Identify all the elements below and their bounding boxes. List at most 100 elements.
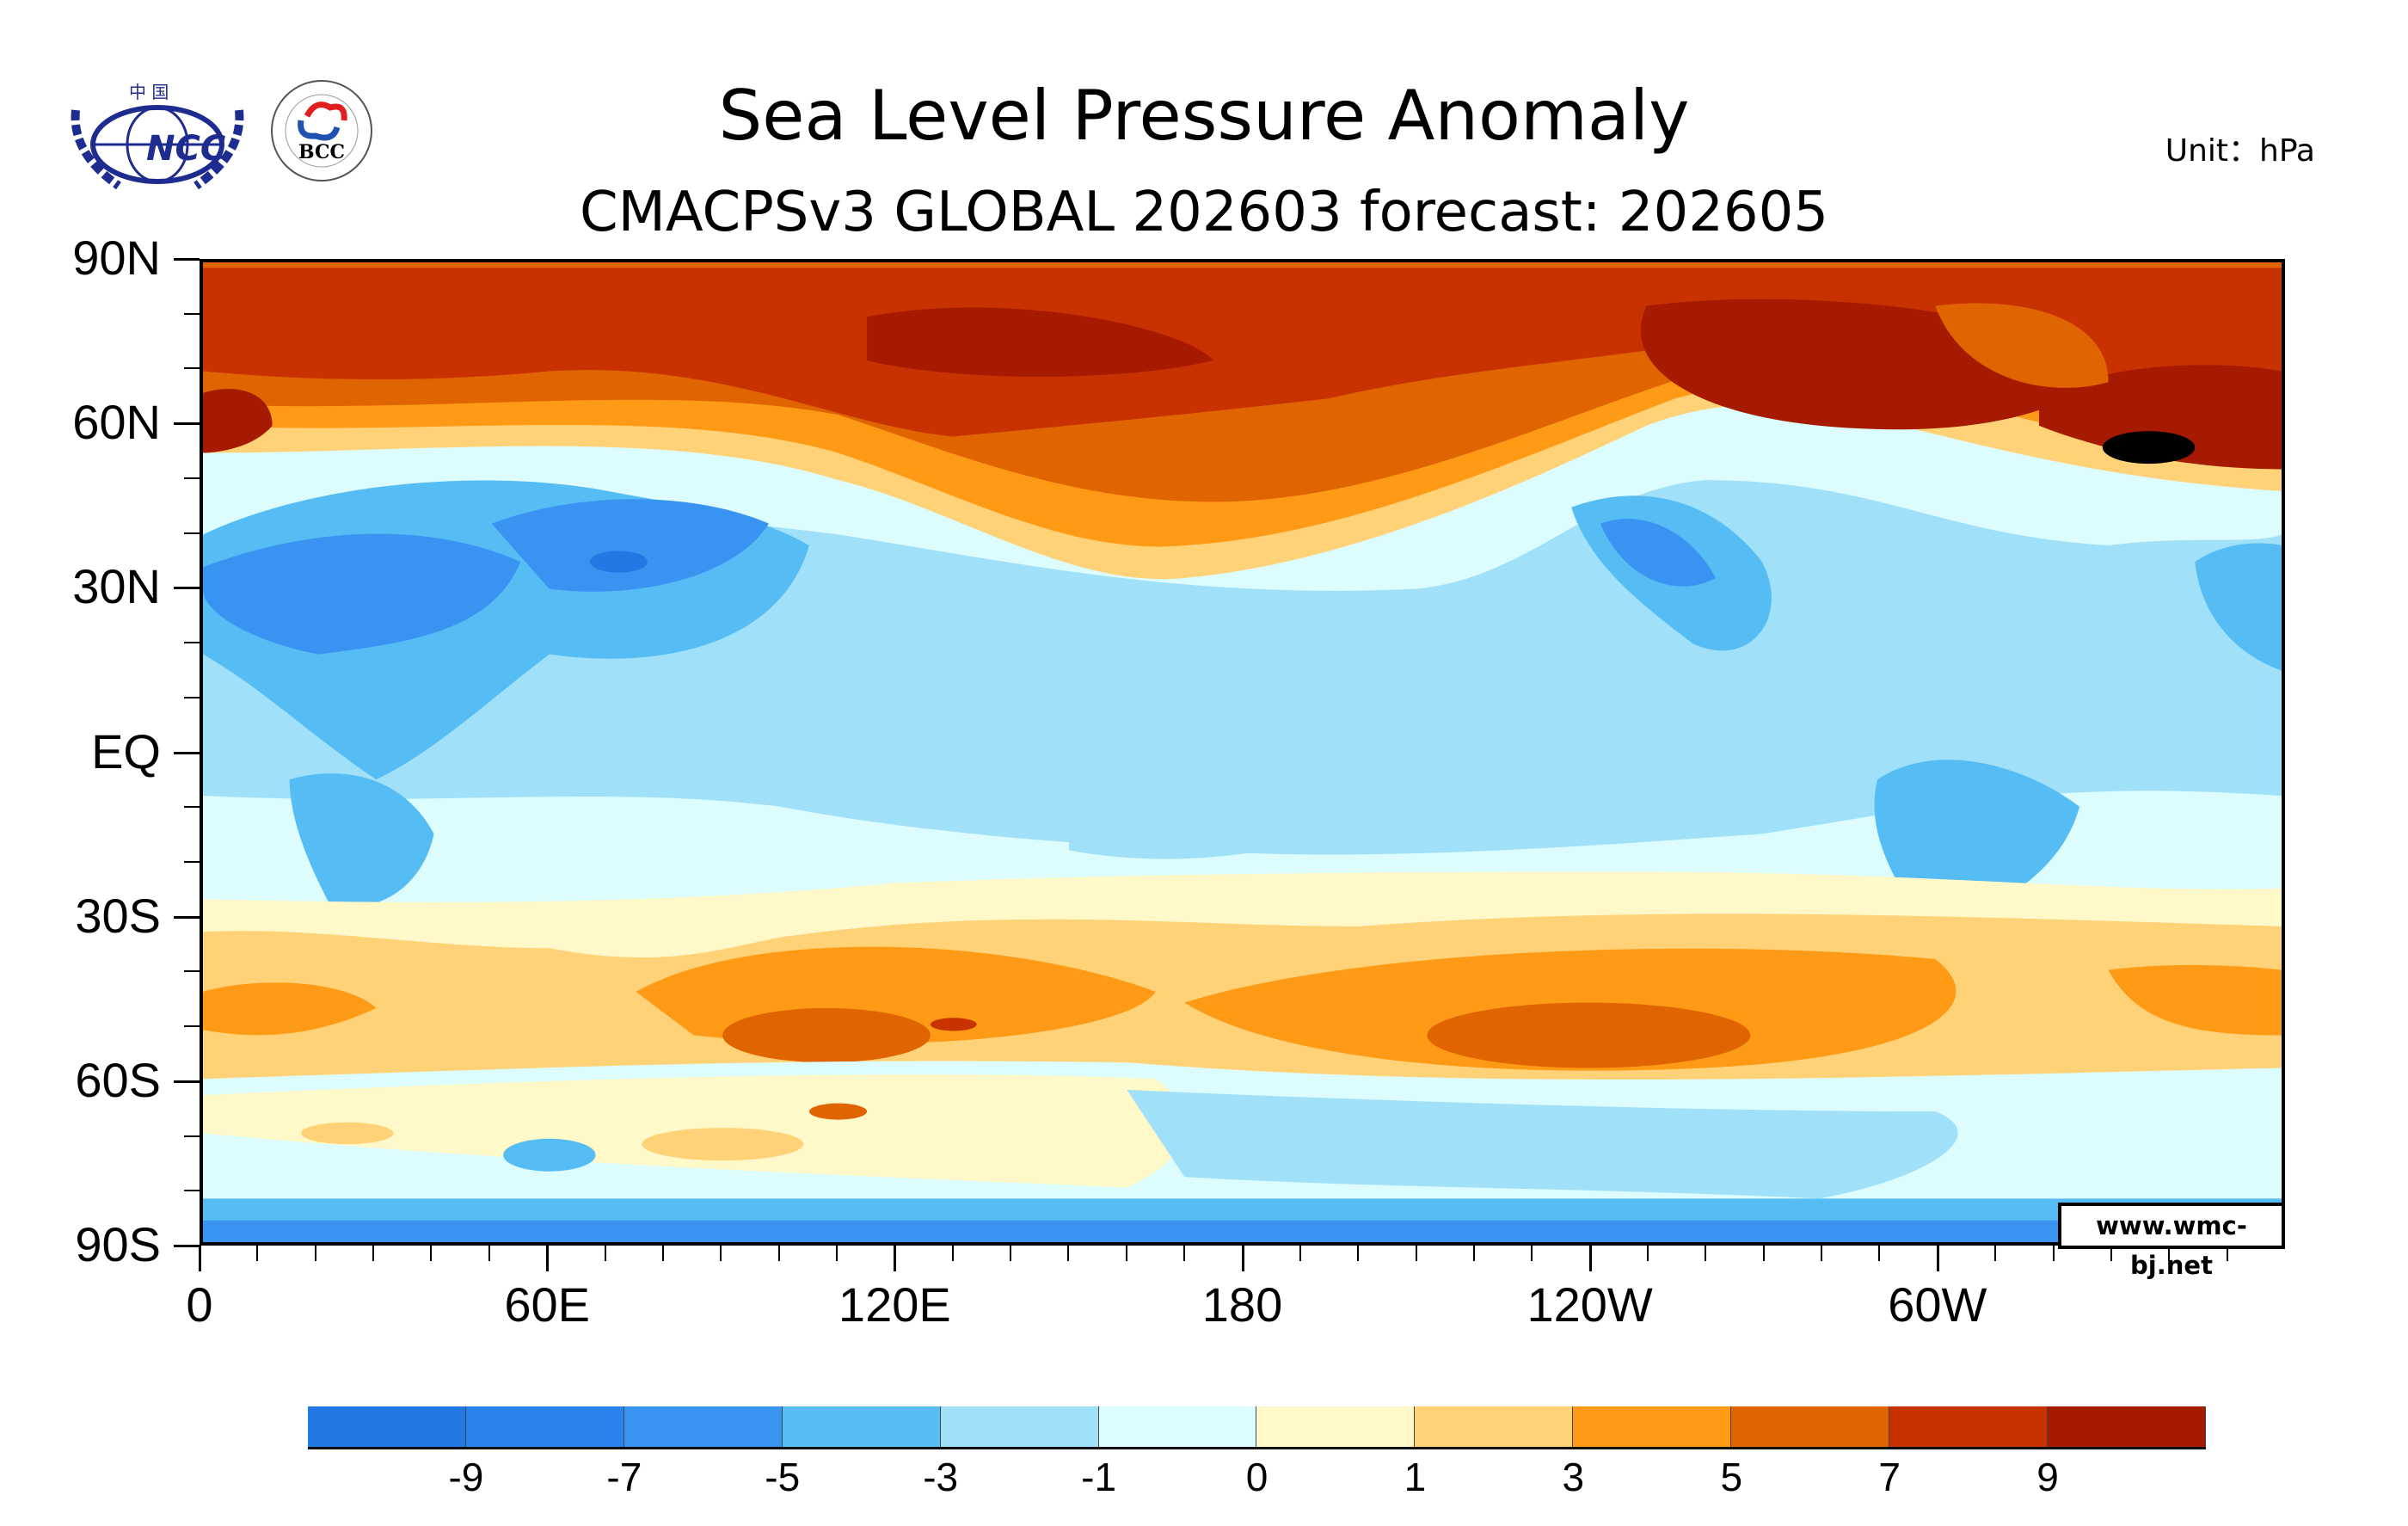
y-tick <box>174 422 200 426</box>
svg-text:中 国: 中 国 <box>129 82 169 102</box>
y-tick-label: EQ <box>91 723 161 778</box>
colorbar-label: -1 <box>1081 1455 1117 1499</box>
x-tick <box>1878 1246 1881 1261</box>
x-tick <box>894 1246 897 1271</box>
contour-sh-orange-w <box>203 982 377 1036</box>
y-tick <box>174 587 200 590</box>
x-tick <box>1299 1246 1301 1261</box>
x-tick <box>1588 1246 1592 1271</box>
x-tick-label: 120E <box>838 1277 951 1332</box>
colorbar-label: -7 <box>606 1455 642 1499</box>
colorbar-label: 7 <box>1878 1455 1901 1499</box>
colorbar-swatch <box>1256 1406 1416 1447</box>
contour-sh-red <box>930 1018 977 1031</box>
contour-nam-core <box>1600 519 1717 587</box>
colorbar-label: -9 <box>448 1455 484 1499</box>
contour-europe-red <box>203 389 273 453</box>
y-tick-label: 30S <box>75 888 161 943</box>
colorbar-label: 1 <box>1404 1455 1427 1499</box>
y-tick <box>184 367 200 370</box>
y-tick <box>184 477 200 479</box>
x-tick <box>2052 1246 2055 1261</box>
contour-tibet-core <box>589 551 648 573</box>
colorbar-swatch <box>1098 1406 1257 1447</box>
contour-natlantic-red <box>2039 365 2282 470</box>
contour-sh-orange-e <box>2108 964 2282 1036</box>
x-tick <box>1936 1246 1939 1271</box>
y-tick <box>184 1025 200 1028</box>
y-tick <box>184 1190 200 1192</box>
x-tick <box>604 1246 606 1261</box>
x-tick-label: 120W <box>1526 1277 1653 1332</box>
contour-greenland-orange <box>1935 303 2109 388</box>
y-tick-label: 90N <box>72 231 161 285</box>
x-tick <box>1531 1246 1533 1261</box>
x-tick <box>835 1246 838 1261</box>
y-tick <box>184 696 200 698</box>
x-tick-label: 180 <box>1201 1277 1283 1332</box>
y-tick-label: 60S <box>75 1052 161 1107</box>
colorbar-swatch <box>308 1406 466 1447</box>
y-tick <box>184 1135 200 1137</box>
ncc-logo: 中 国 NCC <box>67 76 248 192</box>
x-tick <box>1762 1246 1765 1261</box>
bcc-logo: BCC <box>268 77 376 185</box>
y-tick <box>184 970 200 973</box>
colorbar-label: 9 <box>2036 1455 2059 1499</box>
x-tick <box>1067 1246 1070 1261</box>
x-tick <box>2226 1246 2228 1261</box>
x-tick <box>488 1246 490 1261</box>
colorbar <box>308 1406 2206 1449</box>
contour-antarctic-darkorange <box>808 1103 868 1120</box>
colorbar-swatch <box>1889 1406 2049 1447</box>
colorbar-swatch <box>2048 1406 2206 1447</box>
chart-title: Sea Level Pressure Anomaly <box>718 76 1690 156</box>
x-tick-label: 60W <box>1888 1277 1987 1332</box>
unit-label: Unit：hPa <box>2165 133 2315 169</box>
contour-antarctic-blue <box>503 1138 596 1172</box>
contour-natlantic-max <box>2102 431 2196 465</box>
colorbar-label: 5 <box>1720 1455 1743 1499</box>
contour-antarctic-lightorange <box>301 1122 394 1145</box>
anomaly-field <box>203 262 2282 1242</box>
x-tick <box>2168 1246 2171 1261</box>
svg-text:BCC: BCC <box>298 141 345 163</box>
contour-natl-blue <box>2195 543 2282 671</box>
x-tick <box>546 1246 550 1271</box>
x-tick <box>430 1246 433 1261</box>
colorbar-swatch <box>1731 1406 1890 1447</box>
x-tick <box>1994 1246 1997 1261</box>
contour-sh-darkorange-indian <box>722 1007 931 1063</box>
x-tick <box>1821 1246 1823 1261</box>
x-tick <box>314 1246 316 1261</box>
x-tick <box>951 1246 954 1261</box>
x-tick <box>199 1246 201 1271</box>
contour-safrica-blue <box>289 773 434 908</box>
x-tick <box>1183 1246 1186 1261</box>
x-tick <box>372 1246 375 1261</box>
y-tick <box>174 915 200 919</box>
x-tick <box>1010 1246 1012 1261</box>
x-tick <box>1357 1246 1360 1261</box>
y-tick <box>184 312 200 315</box>
x-tick <box>1415 1246 1417 1261</box>
colorbar-swatch <box>782 1406 941 1447</box>
colorbar-swatch <box>465 1406 624 1447</box>
x-tick <box>1647 1246 1649 1261</box>
colorbar-label: -5 <box>765 1455 801 1499</box>
y-tick <box>184 806 200 809</box>
colorbar-label: 0 <box>1245 1455 1268 1499</box>
contour-pole-blue2 <box>203 1220 2282 1242</box>
y-tick <box>184 860 200 863</box>
x-tick-label: 60E <box>504 1277 590 1332</box>
y-tick <box>184 532 200 534</box>
colorbar-swatch <box>624 1406 783 1447</box>
y-tick <box>174 258 200 261</box>
colorbar-label: 3 <box>1562 1455 1585 1499</box>
x-tick <box>2110 1246 2112 1261</box>
chart-subtitle: CMACPSv3 GLOBAL 202603 forecast: 202605 <box>579 181 1829 244</box>
colorbar-label: -3 <box>923 1455 959 1499</box>
contour-ross-lightblue <box>1127 1089 1958 1199</box>
x-tick <box>256 1246 259 1261</box>
y-tick-label: 60N <box>72 395 161 450</box>
